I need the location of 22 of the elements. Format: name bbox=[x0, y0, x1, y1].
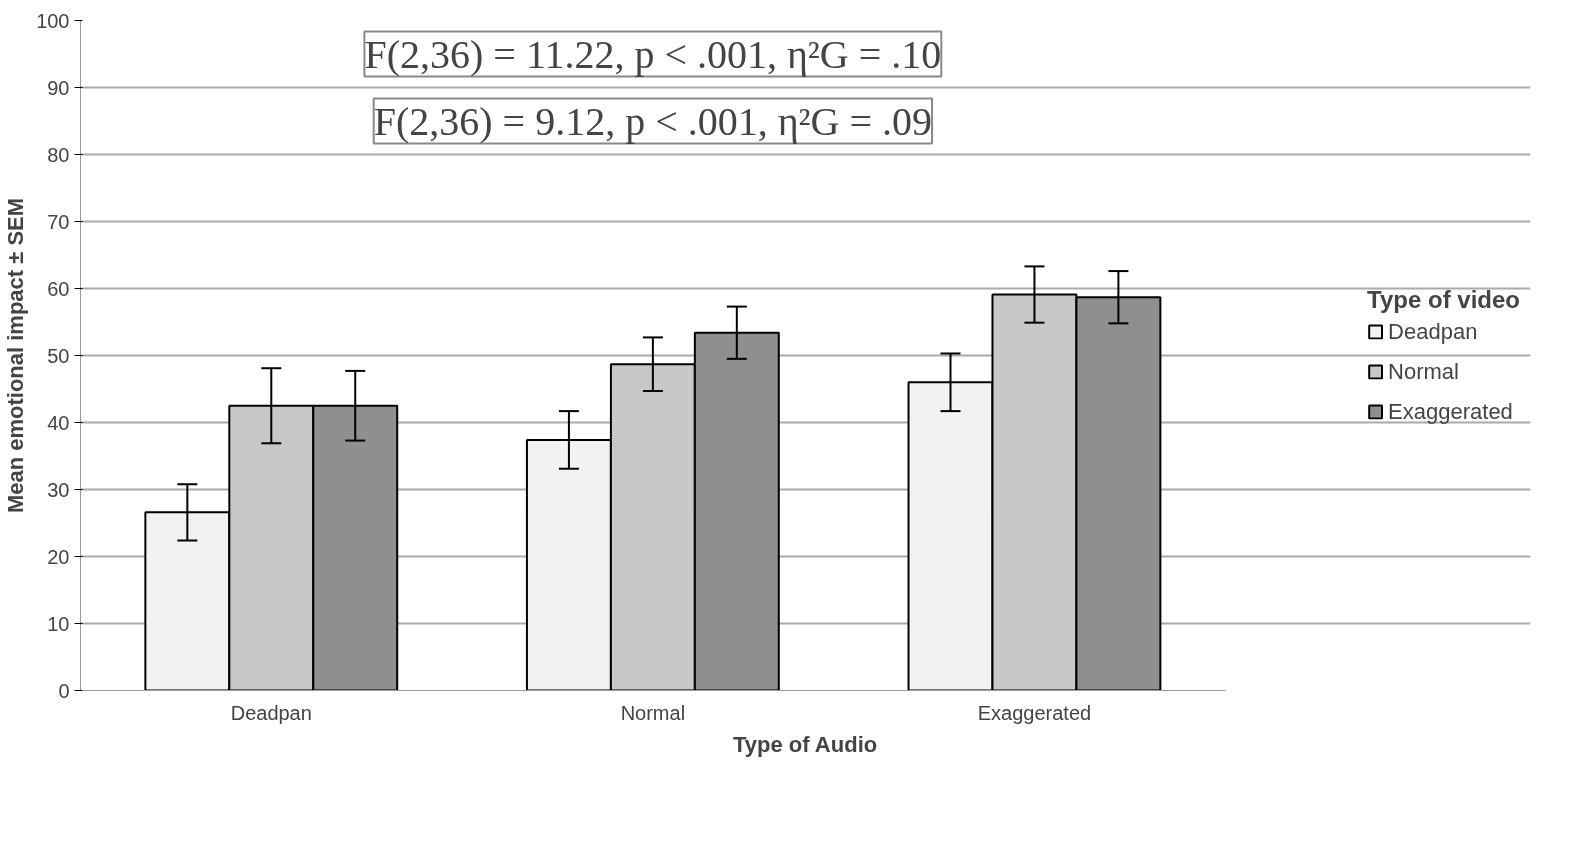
x-tick-label: Normal bbox=[620, 701, 686, 724]
y-tick-label: 60 bbox=[47, 277, 70, 300]
x-tick-label: Exaggerated bbox=[977, 701, 1092, 724]
legend-label: Normal bbox=[1388, 358, 1459, 385]
y-tick-label: 40 bbox=[47, 411, 70, 434]
y-tick-label: 100 bbox=[36, 9, 70, 32]
y-tick-label: 20 bbox=[47, 545, 70, 568]
x-axis-title: Type of Audio bbox=[732, 731, 878, 757]
y-axis-title: Mean emotional impact ± SEM bbox=[3, 197, 29, 514]
x-tick-label: Deadpan bbox=[230, 701, 312, 724]
y-tick-label: 30 bbox=[47, 478, 70, 501]
annotation: F(2,36) = 9.12, p < .001, η²G = .09 bbox=[373, 98, 933, 144]
y-tick-label: 0 bbox=[58, 679, 70, 702]
y-tick-label: 80 bbox=[47, 143, 70, 166]
y-tick-label: 10 bbox=[47, 612, 70, 635]
annotation: F(2,36) = 11.22, p < .001, η²G = .10 bbox=[364, 31, 942, 77]
legend-title: Type of video bbox=[1367, 285, 1520, 314]
legend-label: Exaggerated bbox=[1388, 398, 1513, 425]
y-tick-label: 90 bbox=[47, 76, 70, 99]
y-tick-label: 70 bbox=[47, 210, 70, 233]
legend-label: Deadpan bbox=[1388, 318, 1478, 345]
y-tick-label: 50 bbox=[47, 344, 70, 367]
